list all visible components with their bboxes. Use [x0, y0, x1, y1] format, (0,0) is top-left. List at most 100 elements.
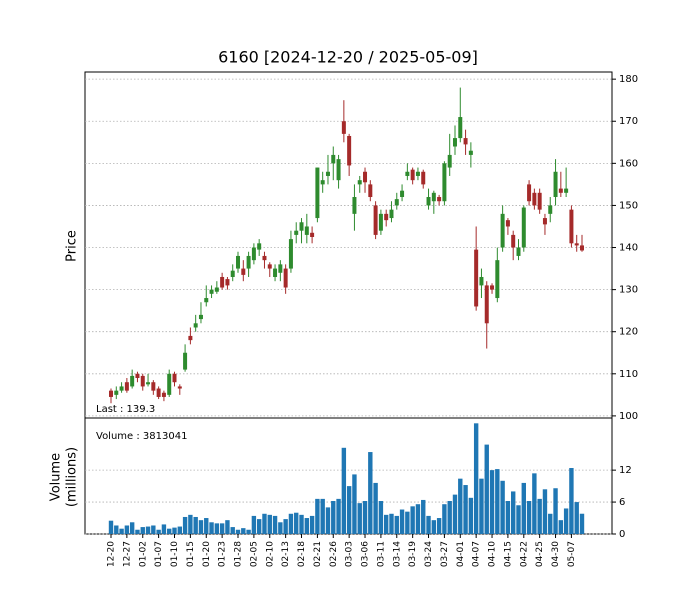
- x-tick-label: 12-27: [122, 541, 132, 567]
- x-tick-label: 04-07: [472, 541, 482, 567]
- y-tick-label: 140: [619, 243, 638, 254]
- volume-axis-label: (millions): [65, 447, 80, 507]
- candle-body: [580, 245, 584, 251]
- candle-body: [368, 184, 373, 198]
- volume-bar: [415, 504, 421, 534]
- candle-body: [172, 373, 177, 383]
- volume-bar: [294, 512, 299, 534]
- volume-bar: [569, 468, 574, 534]
- volume-bar: [161, 524, 167, 534]
- candle-body: [331, 154, 336, 164]
- candle-body: [574, 243, 579, 246]
- candle-body: [288, 239, 293, 269]
- candle-body: [310, 232, 315, 238]
- candle-body: [130, 375, 135, 387]
- candle-body: [363, 171, 368, 183]
- volume-bar: [495, 469, 500, 534]
- volume-bar: [399, 509, 405, 534]
- candle-body: [294, 230, 299, 235]
- candle-body: [500, 213, 505, 248]
- candle-body: [183, 352, 188, 370]
- candle-body: [204, 298, 209, 303]
- x-tick-label: 02-10: [265, 541, 275, 567]
- volume-bar: [331, 501, 336, 534]
- x-tick-label: 03-06: [361, 541, 371, 567]
- candle-body: [220, 276, 225, 288]
- x-tick-label: 02-21: [313, 541, 323, 567]
- volume-bar: [489, 470, 495, 534]
- volume-bar: [272, 515, 278, 534]
- x-tick-label: 03-11: [376, 541, 386, 567]
- y-tick-label: 130: [619, 285, 638, 296]
- candle-body: [479, 276, 484, 286]
- candle-body: [320, 180, 325, 185]
- volume-bar: [198, 520, 204, 534]
- candle-body: [246, 255, 251, 269]
- volume-bar: [468, 497, 474, 534]
- candle-body: [283, 268, 288, 288]
- candle-body: [431, 192, 436, 202]
- candle-body: [188, 335, 193, 341]
- candle-body: [558, 188, 563, 193]
- chart-title: 6160 [2024-12-20 / 2025-05-09]: [218, 48, 478, 67]
- candle-body: [198, 314, 203, 320]
- last-annotation: Last : 139.3: [96, 404, 155, 415]
- candle-body: [119, 386, 124, 391]
- candle-body: [405, 171, 410, 176]
- volume-bar: [553, 488, 558, 534]
- volume-bar: [267, 514, 272, 534]
- volume-bar: [574, 502, 579, 534]
- volume-bar: [299, 514, 304, 534]
- candle-body: [161, 392, 166, 397]
- candle-body: [124, 382, 129, 391]
- volume-bar: [421, 499, 426, 534]
- x-tick-label: 02-26: [329, 541, 339, 567]
- candle-body: [421, 171, 426, 185]
- x-tick-label: 05-07: [567, 541, 577, 567]
- volume-bar: [145, 526, 151, 534]
- candle-body: [426, 197, 431, 206]
- volume-bar: [346, 486, 352, 534]
- volume-bar: [452, 494, 458, 534]
- volume-bar: [278, 522, 283, 534]
- x-tick-label: 03-27: [440, 541, 450, 567]
- candle-body: [373, 205, 378, 235]
- volume-bar: [394, 515, 399, 534]
- x-tick-label: 03-14: [392, 541, 402, 567]
- volume-bar: [537, 498, 542, 534]
- volume-bar: [431, 520, 437, 534]
- volume-bar: [368, 452, 373, 534]
- candle-body: [474, 249, 479, 307]
- volume-bar: [219, 523, 225, 534]
- candle-body: [209, 289, 214, 294]
- volume-bar: [304, 518, 310, 534]
- volume-bar: [256, 519, 262, 534]
- volume-bar: [373, 482, 378, 534]
- candle-body: [511, 234, 516, 248]
- volume-bar: [283, 519, 288, 534]
- volume-bar: [479, 478, 484, 534]
- volume-bar: [188, 514, 193, 534]
- x-tick-label: 01-10: [170, 541, 180, 567]
- y-tick-label: 12: [619, 465, 632, 476]
- candle-body: [251, 247, 256, 261]
- volume-bar: [182, 516, 188, 534]
- candle-body: [109, 390, 113, 397]
- volume-bar: [167, 528, 172, 534]
- volume-bar: [542, 489, 548, 534]
- volume-bar: [521, 482, 526, 534]
- candle-body: [394, 199, 399, 206]
- volume-bar: [124, 525, 130, 534]
- x-tick-label: 01-28: [234, 541, 244, 567]
- volume-bar: [204, 518, 209, 534]
- candle-body: [378, 213, 383, 231]
- candle-body: [230, 270, 235, 277]
- y-tick-label: 110: [619, 369, 638, 380]
- candle-body: [442, 163, 447, 202]
- candle-body: [341, 121, 346, 134]
- candle-body: [177, 386, 182, 389]
- volume-bar: [532, 473, 537, 534]
- volume-bar: [251, 515, 257, 534]
- candle-body: [564, 188, 569, 193]
- x-tick-label: 12-20: [107, 541, 117, 567]
